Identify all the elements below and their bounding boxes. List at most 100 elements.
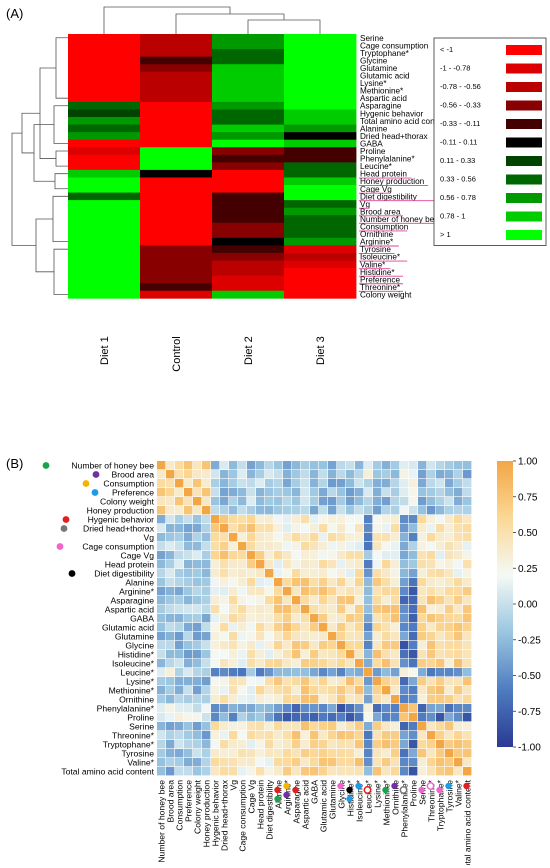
cell [346,668,355,677]
legend-label: 0.33 - 0.56 [440,175,476,184]
cell [193,614,202,623]
cell [418,542,427,551]
cell [373,506,382,515]
cell [220,524,229,533]
cell [337,515,346,524]
column-label: Brood area [166,780,176,823]
cell [328,677,337,686]
cell [445,767,454,776]
cell [292,695,301,704]
column-label: Glycine [337,780,347,809]
cell [436,515,445,524]
row-label: Head protein [360,170,407,179]
cell [445,578,454,587]
cell [454,461,463,470]
cell [364,605,373,614]
cell [140,94,213,103]
cell [364,767,373,776]
column-label: Diet digestibility [265,779,275,839]
cell [184,614,193,623]
cell [418,632,427,641]
cell [400,605,409,614]
cell [284,124,357,133]
cell [265,596,274,605]
cell [391,569,400,578]
cell [391,632,400,641]
cell [211,479,220,488]
cell [212,290,285,299]
cell [454,587,463,596]
cell [157,704,166,713]
cell [319,578,328,587]
column-label: Leucine* [364,779,374,813]
column-marker [426,782,435,790]
cell [373,686,382,695]
cell [454,704,463,713]
legend-label: 0.11 - 0.33 [440,156,475,165]
cell [238,668,247,677]
cell [212,132,285,141]
cell [212,169,285,178]
cell [373,596,382,605]
cell [284,49,357,58]
cell [184,461,193,470]
cell [292,740,301,749]
cell [284,177,357,186]
cell [140,207,213,216]
cell [238,569,247,578]
cell [301,668,310,677]
cell [193,713,202,722]
cell [319,731,328,740]
cell [301,533,310,542]
row-label: Asparagine [360,102,402,111]
dendrogram-branch [21,112,40,154]
cell [337,686,346,695]
cell [265,605,274,614]
cell [454,632,463,641]
cell [454,686,463,695]
cell [140,109,213,118]
cell [247,632,256,641]
cell [157,677,166,686]
cell [247,560,256,569]
cell [418,506,427,515]
cell [319,758,328,767]
cell [256,560,265,569]
cell [346,515,355,524]
cell [157,560,166,569]
cell [337,614,346,623]
cell [418,488,427,497]
cell [373,767,382,776]
cell [175,704,184,713]
cell [364,650,373,659]
cell [310,614,319,623]
cell [328,686,337,695]
cell [337,560,346,569]
cell [256,731,265,740]
cell [319,506,328,515]
cell [463,758,472,767]
cell [418,560,427,569]
cell [427,596,436,605]
row-label: Proline [360,147,386,156]
cell [238,704,247,713]
cell [175,713,184,722]
cell [427,749,436,758]
cell [68,215,141,224]
cell [265,461,274,470]
row-label: Arginine* [119,587,155,597]
cell [400,767,409,776]
cell [391,479,400,488]
cell [301,542,310,551]
cell [310,542,319,551]
cell [301,560,310,569]
cell [400,578,409,587]
cell [436,524,445,533]
cell [319,533,328,542]
cell [202,650,211,659]
cell [175,470,184,479]
cell [328,731,337,740]
cell [265,686,274,695]
cell [310,578,319,587]
cell [364,479,373,488]
